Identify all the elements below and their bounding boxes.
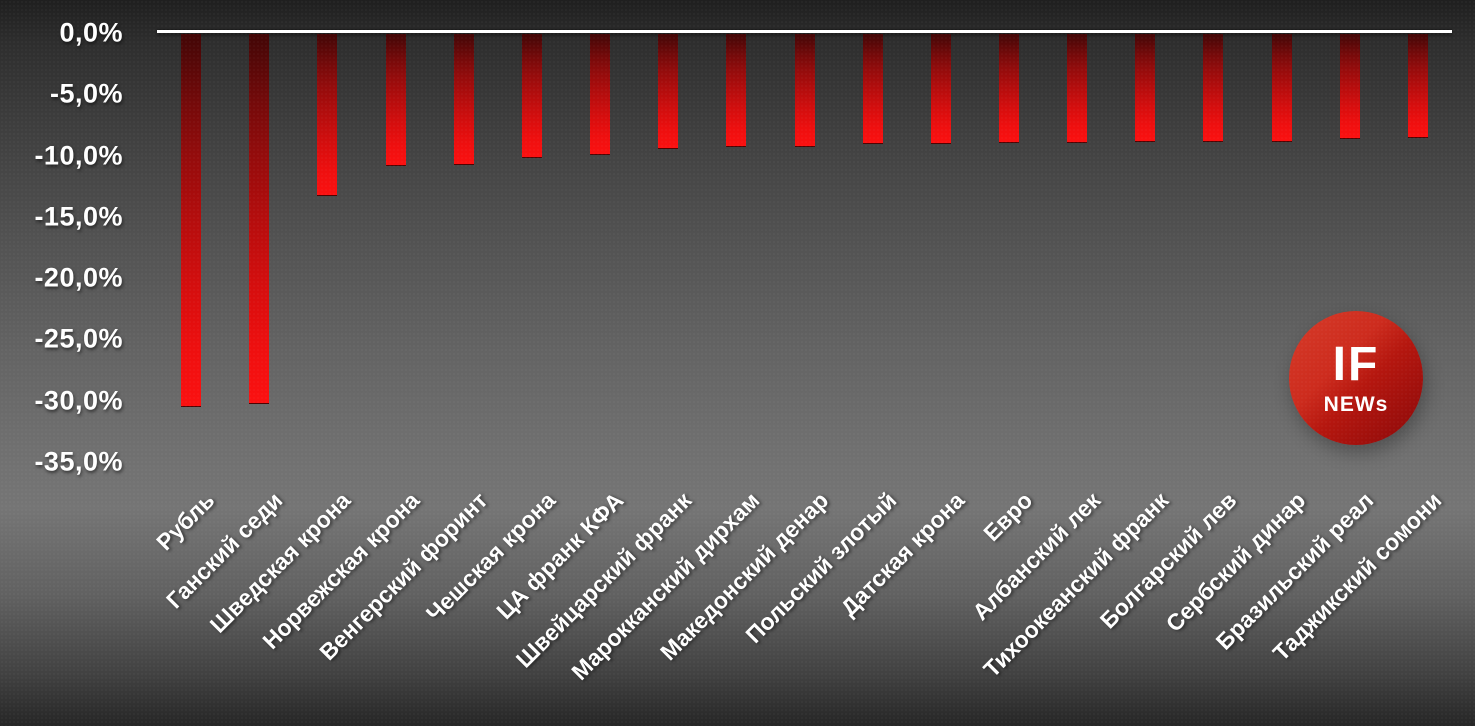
logo-text-news: NEWs [1323,393,1389,416]
bar [1203,34,1224,142]
y-tick-label: -15,0% [34,201,123,232]
bar [1135,34,1156,142]
y-tick-label: -35,0% [34,446,123,477]
bar [1067,34,1088,143]
x-category-label: Датская крона [835,487,970,621]
if-news-logo: IF NEWs [1289,311,1423,445]
y-tick-label: -20,0% [34,262,123,293]
bar [658,34,679,149]
bar [317,34,338,196]
y-tick-label: -10,0% [34,140,123,171]
bar [998,34,1019,143]
bar [930,34,951,144]
bar [181,34,202,407]
bar [249,34,270,404]
bar [590,34,611,155]
logo-text-if: IF [1332,338,1380,391]
bar [385,34,406,166]
x-category-label: Евро [978,487,1038,547]
bar [1339,34,1360,139]
y-tick-label: 0,0% [59,17,123,48]
bar [862,34,883,144]
y-tick-label: -30,0% [34,385,123,416]
y-tick-label: -25,0% [34,323,123,354]
zero-axis-line [157,30,1452,33]
bar [1407,34,1428,138]
y-tick-label: -5,0% [49,78,123,109]
bar [521,34,542,158]
bar [1271,34,1292,142]
bar [453,34,474,165]
bar [726,34,747,147]
bar [794,34,815,147]
